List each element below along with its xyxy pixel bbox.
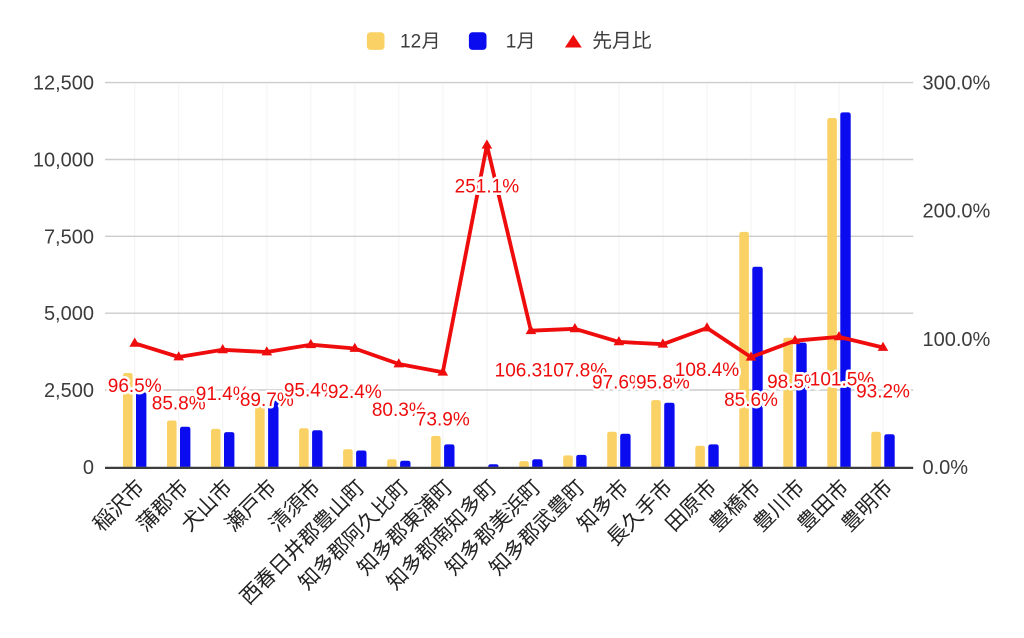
svg-text:80.3%: 80.3%: [372, 400, 426, 421]
svg-text:108.4%: 108.4%: [675, 360, 740, 381]
svg-text:7,500: 7,500: [44, 226, 94, 248]
svg-text:89.7%: 89.7%: [240, 390, 294, 411]
svg-text:0: 0: [83, 457, 94, 479]
svg-text:10,000: 10,000: [33, 150, 94, 172]
svg-text:5,000: 5,000: [44, 303, 94, 325]
svg-text:85.8%: 85.8%: [152, 394, 206, 415]
svg-text:97.6%: 97.6%: [592, 373, 646, 394]
svg-text:0.0%: 0.0%: [923, 457, 969, 479]
svg-text:2,500: 2,500: [44, 380, 94, 402]
svg-text:91.4%: 91.4%: [196, 384, 250, 405]
svg-text:12: 12: [400, 32, 421, 53]
svg-text:92.4%: 92.4%: [328, 382, 382, 403]
svg-text:200.0%: 200.0%: [923, 201, 991, 223]
svg-text:106.3%: 106.3%: [495, 361, 560, 382]
svg-text:73.9%: 73.9%: [416, 410, 470, 431]
svg-text:96.5%: 96.5%: [108, 376, 162, 397]
svg-text:95.4%: 95.4%: [284, 381, 338, 402]
svg-text:95.8%: 95.8%: [636, 373, 690, 394]
svg-text:100.0%: 100.0%: [923, 329, 991, 351]
svg-text:101.5%: 101.5%: [810, 370, 875, 391]
svg-text:251.1%: 251.1%: [455, 176, 520, 197]
svg-text:1: 1: [506, 32, 517, 53]
svg-text:300.0%: 300.0%: [923, 73, 991, 95]
svg-text:12,500: 12,500: [33, 73, 94, 95]
svg-text:93.2%: 93.2%: [856, 381, 910, 402]
svg-text:107.8%: 107.8%: [543, 361, 608, 382]
svg-text:85.6%: 85.6%: [724, 390, 778, 411]
svg-text:98.5%: 98.5%: [767, 372, 821, 393]
